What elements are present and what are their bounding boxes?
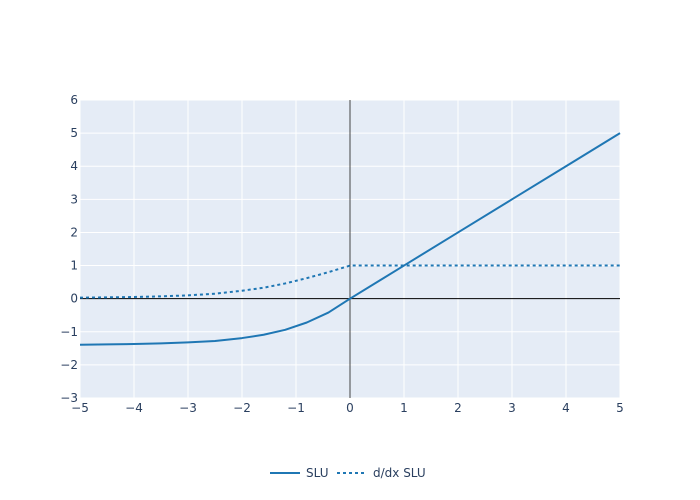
y-tick-label: 2 — [70, 225, 78, 239]
x-axis-ticks: −5 −4 −3 −2 −1 0 1 2 3 4 5 — [71, 401, 624, 415]
y-tick-label: 5 — [70, 126, 78, 140]
x-tick-label: −5 — [71, 401, 89, 415]
legend-item-slu[interactable]: SLU — [270, 466, 329, 480]
y-tick-label: −3 — [60, 391, 78, 405]
series-group — [79, 132, 621, 346]
y-tick-label: 4 — [70, 159, 78, 173]
legend-item-ddx-slu[interactable]: d/dx SLU — [337, 466, 426, 480]
series-line-slu[interactable] — [79, 132, 621, 346]
y-tick-label: 1 — [70, 259, 78, 273]
y-tick-label: 3 — [70, 192, 78, 206]
x-tick-label: 1 — [400, 401, 408, 415]
series-line-ddx-slu[interactable] — [79, 264, 620, 299]
x-tick-label: 2 — [454, 401, 462, 415]
x-tick-label: 5 — [616, 401, 624, 415]
x-tick-label: 4 — [562, 401, 570, 415]
legend-label-slu: SLU — [306, 466, 329, 480]
x-tick-label: −3 — [179, 401, 197, 415]
y-tick-label: −2 — [60, 358, 78, 372]
y-axis-ticks: −3 −2 −1 0 1 2 3 4 5 6 — [60, 93, 78, 405]
x-tick-label: 3 — [508, 401, 516, 415]
y-tick-label: 0 — [70, 292, 78, 306]
x-tick-label: −2 — [233, 401, 251, 415]
y-tick-label: −1 — [60, 325, 78, 339]
legend[interactable]: SLU d/dx SLU — [270, 466, 426, 480]
legend-label-ddx-slu: d/dx SLU — [373, 466, 426, 480]
x-tick-label: 0 — [346, 401, 354, 415]
x-tick-label: −1 — [287, 401, 305, 415]
y-tick-label: 6 — [70, 93, 78, 107]
x-tick-label: −4 — [125, 401, 143, 415]
